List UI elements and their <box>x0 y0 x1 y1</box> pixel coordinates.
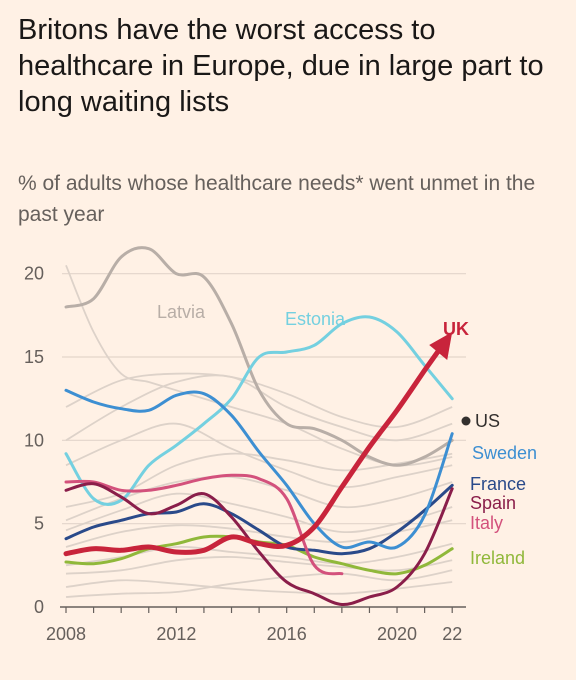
background-country-line <box>65 569 453 598</box>
label-france: France <box>470 474 526 494</box>
series-line-sweden <box>64 388 454 550</box>
background-country-line <box>65 264 453 467</box>
label-ireland: Ireland <box>470 548 525 568</box>
series-line-france <box>64 483 454 556</box>
x-tick-label: 2012 <box>156 624 196 644</box>
label-us: US <box>475 411 500 431</box>
label-italy: Italy <box>470 513 503 533</box>
y-tick-label: 15 <box>24 347 44 367</box>
label-uk: UK <box>443 319 469 339</box>
y-tick-label: 5 <box>34 514 44 534</box>
series-line-italy <box>64 473 344 576</box>
x-tick-label: 2020 <box>377 624 417 644</box>
chart-subtitle: % of adults whose healthcare needs* went… <box>18 172 536 226</box>
label-sweden: Sweden <box>472 443 537 463</box>
background-country-line <box>65 492 453 534</box>
point-us <box>461 416 471 426</box>
uk-arrowhead <box>429 332 453 360</box>
y-tick-label: 10 <box>24 430 44 450</box>
x-tick-label: 22 <box>442 624 462 644</box>
background-country-line <box>65 579 453 595</box>
y-tick-label: 0 <box>34 597 44 617</box>
series-line-latvia <box>64 246 454 467</box>
series-line-uk <box>63 344 444 557</box>
background-country-line <box>65 422 453 488</box>
chart-title: Britons have the worst access to healthc… <box>18 14 544 118</box>
label-spain: Spain <box>470 493 516 513</box>
label-estonia: Estonia <box>285 309 346 329</box>
label-latvia: Latvia <box>157 302 206 322</box>
x-tick-label: 2016 <box>267 624 307 644</box>
background-country-line <box>65 372 453 429</box>
background-country-line <box>65 556 453 575</box>
x-tick-label: 2008 <box>46 624 86 644</box>
y-tick-label: 20 <box>24 264 44 284</box>
background-country-line <box>65 519 453 548</box>
background-country-line <box>65 374 453 442</box>
series-line-spain <box>64 482 454 607</box>
